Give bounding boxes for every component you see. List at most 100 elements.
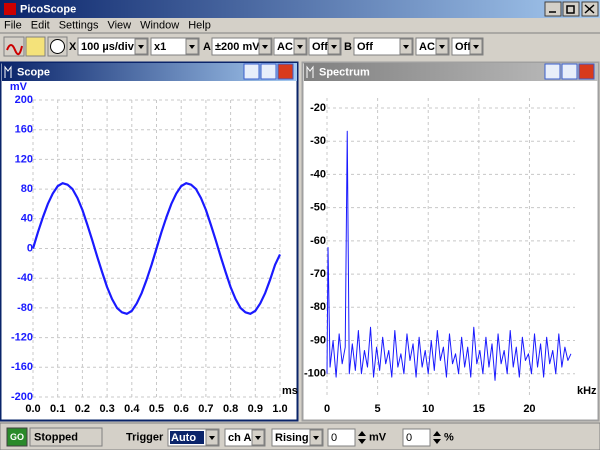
window-icon: [4, 65, 12, 78]
arrow-glyph: [262, 45, 268, 49]
pretrigger-unit: %: [444, 431, 454, 443]
trigger-label: Trigger: [126, 431, 164, 443]
maximize-button[interactable]: [561, 63, 578, 80]
y-tick-label: 120: [15, 153, 33, 165]
range-a-select[interactable]: [211, 37, 273, 56]
y-tick-label: -80: [17, 302, 33, 314]
state-text: Stopped: [34, 431, 78, 443]
trigger-level-input[interactable]: [327, 428, 356, 447]
x-axis-label: kHz: [577, 385, 597, 397]
pretrigger-input-value: 0: [406, 432, 412, 444]
app-title: PicoScope: [20, 3, 76, 15]
y-tick-label: 80: [21, 183, 33, 195]
menu-item[interactable]: Edit: [31, 19, 50, 31]
trigger-level-input-value: 0: [331, 432, 337, 444]
x-tick-label: 0.8: [223, 403, 238, 415]
arrow-glyph: [209, 436, 215, 440]
scope-window: [0, 61, 299, 422]
minimize-button[interactable]: [243, 63, 260, 80]
timebase-select[interactable]: [77, 37, 149, 56]
x-tick-label: 0.1: [50, 403, 65, 415]
arrow-glyph: [189, 45, 195, 49]
close-button[interactable]: [578, 63, 595, 80]
menu-item[interactable]: View: [107, 19, 131, 31]
coupling-a-select-value: AC: [277, 41, 293, 53]
x-tick-label: 0.4: [124, 403, 140, 415]
tool-button[interactable]: [25, 36, 46, 57]
x-tick-label: 0: [324, 403, 330, 415]
y-tick-label: -120: [11, 332, 33, 344]
arrow-glyph: [403, 45, 409, 49]
y-tick-label: -20: [310, 102, 326, 114]
offset-b-select-value: Off: [455, 41, 471, 53]
x-tick-label: 20: [523, 403, 535, 415]
multiplier-select-value: x1: [154, 41, 166, 53]
spectrum-window: [301, 61, 600, 422]
y-tick-label: 160: [15, 124, 33, 136]
spin-glyph[interactable]: [433, 431, 441, 444]
range-b-select-value: Off: [357, 41, 373, 53]
trigger-channel-select-value: ch A: [228, 432, 251, 444]
window-title: Spectrum: [319, 66, 370, 78]
go-button[interactable]: [6, 427, 28, 447]
trace: [31, 182, 281, 315]
x-tick-label: 0.3: [99, 403, 114, 415]
y-tick-label: 0: [27, 242, 33, 254]
y-tick-label: -60: [310, 235, 326, 247]
minimize-button[interactable]: [544, 1, 562, 17]
y-tick-label: -200: [11, 391, 33, 403]
offset-a-select-value: Off: [312, 41, 328, 53]
arrow-glyph: [473, 45, 479, 49]
x-tick-label: 10: [422, 403, 434, 415]
minimize-button[interactable]: [544, 63, 561, 80]
arrow-glyph: [331, 45, 337, 49]
y-tick-label: -40: [310, 168, 326, 180]
tool-icon: [50, 39, 65, 54]
x-axis-label: ms: [282, 385, 298, 397]
go-label[interactable]: GO: [10, 432, 24, 442]
y-tick-label: -90: [310, 334, 326, 346]
y-tick-label: 200: [15, 94, 33, 106]
menu-item[interactable]: Help: [188, 19, 211, 31]
range-a-select-value: ±200 mV: [215, 41, 260, 53]
arrow-glyph: [255, 436, 261, 440]
window-controls: [544, 1, 599, 17]
x-tick-label: 0.5: [149, 403, 164, 415]
x-tick-label: 5: [375, 403, 381, 415]
spectrum-title-bar: [304, 63, 598, 81]
arrow-glyph: [138, 45, 144, 49]
range-b-select[interactable]: [353, 37, 414, 56]
y-axis-label: mV: [10, 81, 28, 93]
coupling-b-select-value: AC: [419, 41, 435, 53]
state-box: [29, 427, 103, 447]
x-tick-label: 0.9: [248, 403, 263, 415]
x-tick-label: 0.7: [198, 403, 213, 415]
menu-item[interactable]: Settings: [59, 19, 99, 31]
restore-button[interactable]: [562, 1, 580, 17]
close-button[interactable]: [277, 63, 294, 80]
trace: [326, 130, 572, 381]
menu-item[interactable]: Window: [140, 19, 179, 31]
menu-item[interactable]: File: [4, 19, 22, 31]
arrow-glyph: [313, 436, 319, 440]
title-bar: [0, 0, 600, 18]
arrow-glyph: [439, 45, 445, 49]
spin-glyph[interactable]: [358, 431, 366, 444]
channel-b-label: B: [344, 41, 352, 53]
timebase-select-value: 100 µs/div: [81, 41, 135, 53]
x-tick-label: 0.2: [75, 403, 90, 415]
selection: [170, 431, 204, 444]
x-tick-label: 1.0: [272, 403, 287, 415]
pretrigger-input[interactable]: [402, 428, 431, 447]
maximize-button[interactable]: [260, 63, 277, 80]
y-tick-label: -50: [310, 202, 326, 214]
app-icon: [4, 3, 16, 15]
trigger-mode-select-value: Auto: [171, 432, 196, 444]
y-tick-label: -160: [11, 361, 33, 373]
axis-icon: X: [69, 41, 77, 53]
x-tick-label: 15: [473, 403, 485, 415]
window-icon: [306, 65, 314, 78]
scope-title-bar: [2, 63, 297, 81]
y-tick-label: -70: [310, 268, 326, 280]
